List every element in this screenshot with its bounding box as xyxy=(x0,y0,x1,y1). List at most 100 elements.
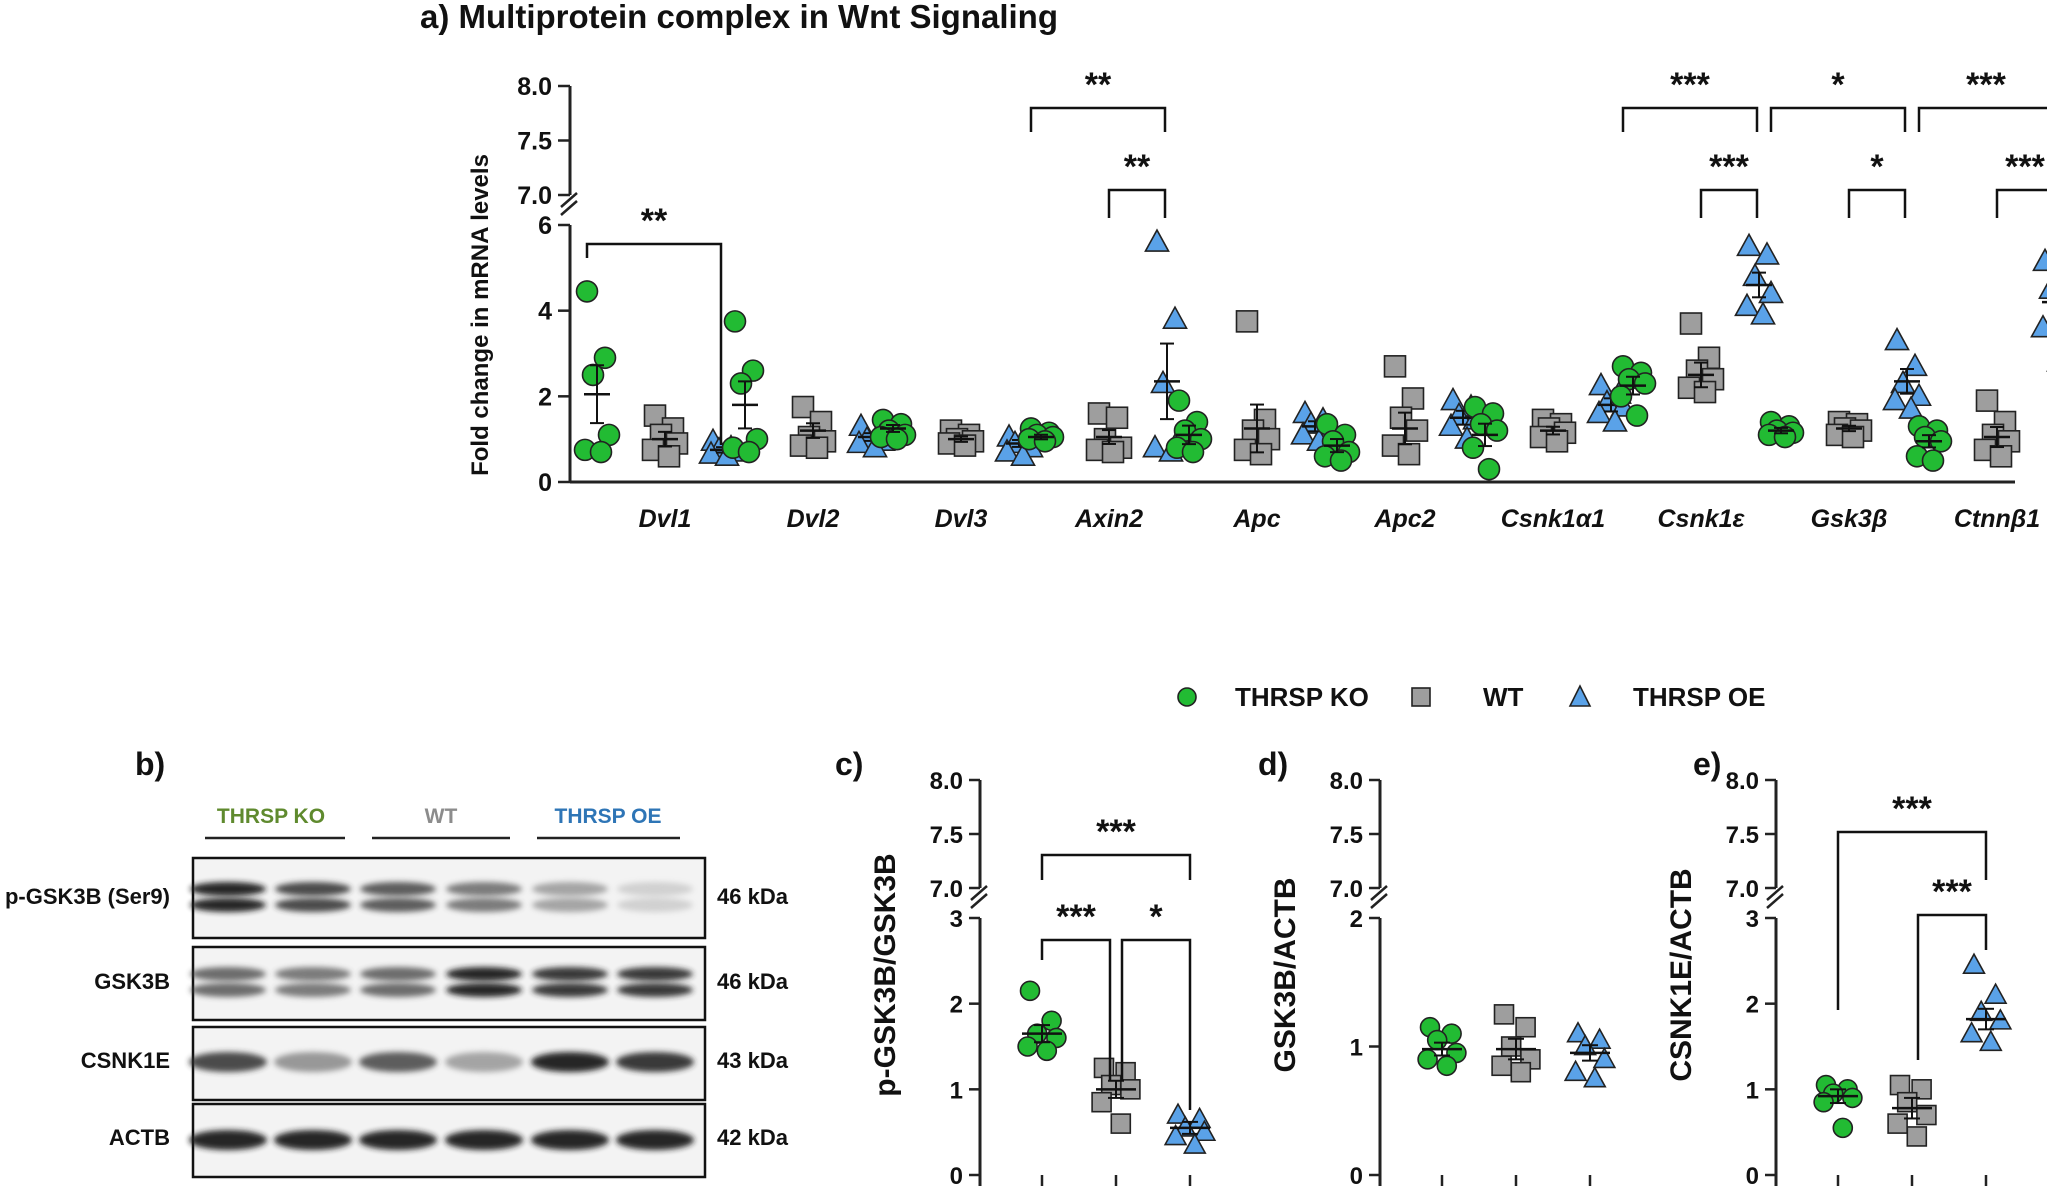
blot-bands xyxy=(190,882,693,912)
y-tick-label: 0 xyxy=(950,1163,963,1186)
y-axis-label: p-GSK3B/GSK3B xyxy=(869,853,902,1096)
blot-row: ACTB 42 kDa xyxy=(109,1102,789,1179)
data-point-circle xyxy=(1329,449,1353,472)
data-point-square xyxy=(1906,1126,1928,1147)
data-point-circle xyxy=(737,440,761,464)
blot-group-ko: THRSP KO xyxy=(217,805,325,828)
data-point-square xyxy=(1401,387,1425,410)
blot-group-oe: THRSP OE xyxy=(555,805,662,828)
legend-ko-label: THRSP KO xyxy=(1235,682,1369,712)
blot-bands xyxy=(190,967,693,997)
significance-bracket xyxy=(1769,106,1907,132)
data-point-triangle xyxy=(1736,232,1762,257)
significance-label: *** xyxy=(1966,66,2006,104)
data-point-square xyxy=(1235,310,1259,333)
category-label: Apc2 xyxy=(1373,505,1435,533)
data-point-square xyxy=(1916,1104,1937,1126)
data-point-square xyxy=(1975,389,1999,412)
blot-row-label: ACTB xyxy=(109,1125,170,1150)
significance-bracket xyxy=(1029,106,1167,132)
significance-bracket xyxy=(585,242,723,445)
significance-bracket xyxy=(1040,853,1192,880)
data-point-circle xyxy=(1921,449,1945,472)
data-point-triangle xyxy=(1959,1021,1984,1043)
significance-bracket xyxy=(1040,938,1112,1080)
data-point-square xyxy=(1679,312,1703,335)
data-point-circle xyxy=(1417,1049,1438,1070)
y-tick-label: 4 xyxy=(538,298,552,326)
blot-band xyxy=(531,1052,609,1072)
blot-band xyxy=(531,1130,609,1150)
panel-a-categories: Dvl1 Dvl2 Dvl3 Axin2 Apc Apc2 Csnk1α1 Csnk1ε Gsk… xyxy=(639,505,2041,533)
blot-band xyxy=(532,967,608,981)
category-label: Ctnnβ1 xyxy=(1954,505,2040,533)
significance-label: ** xyxy=(641,202,668,240)
significance-label: * xyxy=(1870,148,1884,186)
blot-band xyxy=(190,882,266,896)
data-point-triangle xyxy=(1163,1123,1188,1146)
significance-bracket xyxy=(1107,188,1167,218)
data-point-triangle xyxy=(1962,952,1986,974)
data-point-triangle xyxy=(1162,305,1188,329)
panel-a-points xyxy=(573,228,2047,481)
category-label: Csnk1ε xyxy=(1658,505,1746,533)
blot-row-size: 43 kDa xyxy=(717,1048,789,1073)
data-point-triangle xyxy=(1182,1132,1207,1154)
blot-band xyxy=(617,898,693,912)
y-tick-label: 1 xyxy=(950,1077,963,1104)
significance-label: ** xyxy=(1085,66,1112,104)
blot-band xyxy=(275,967,351,981)
data-point-circle xyxy=(1461,436,1485,460)
blot-band xyxy=(189,1052,267,1072)
blot-band xyxy=(275,882,351,896)
y-axis-label: CSNK1E/ACTB xyxy=(1665,868,1698,1081)
data-point-triangle xyxy=(2030,314,2047,338)
data-point-triangle xyxy=(1587,1027,1612,1049)
data-point-triangle xyxy=(2032,247,2047,272)
panel-a-significance: ******************** xyxy=(585,66,2047,445)
blot-bands xyxy=(189,1130,694,1150)
blot-row-size: 46 kDa xyxy=(717,969,789,994)
category-label: Gsk3β xyxy=(1811,505,1888,533)
blot-row-label: GSK3B xyxy=(94,969,170,994)
data-point-circle xyxy=(1436,1055,1458,1077)
data-point-square xyxy=(1989,444,2013,468)
blot-band xyxy=(532,882,608,896)
data-point-circle xyxy=(1842,1087,1863,1109)
blot-band xyxy=(190,898,266,912)
blot-band xyxy=(360,882,436,896)
significance-label: * xyxy=(1149,898,1163,936)
data-point-square xyxy=(1515,1016,1536,1038)
axis-break-mark xyxy=(1370,893,1388,909)
data-point-triangle xyxy=(1742,262,1768,287)
y-tick-label: 6 xyxy=(538,212,552,240)
data-point-triangle xyxy=(1902,352,1928,377)
y-tick-label: 7.0 xyxy=(1726,876,1759,903)
y-tick-label: 8.0 xyxy=(517,73,552,101)
y-tick-label: 7.0 xyxy=(930,876,963,903)
y-tick-label: 7.5 xyxy=(1330,822,1363,849)
blot-band xyxy=(189,1130,267,1150)
data-point-triangle xyxy=(994,438,1020,462)
data-point-triangle xyxy=(1142,433,1168,458)
legend-oe-label: THRSP OE xyxy=(1633,682,1765,712)
blot-band xyxy=(616,1130,694,1150)
data-point-square xyxy=(1101,440,1125,464)
blot-band xyxy=(532,983,608,997)
significance-bracket xyxy=(1120,938,1192,1110)
legend-wt-marker xyxy=(1411,687,1431,707)
significance-label: *** xyxy=(1056,898,1096,936)
legend-wt-label: WT xyxy=(1483,682,1524,712)
data-point-circle xyxy=(575,280,599,303)
data-point-square xyxy=(657,444,681,468)
blot-band xyxy=(445,1130,523,1150)
y-tick-label: 7.5 xyxy=(1726,822,1759,849)
data-point-square xyxy=(1105,406,1129,430)
data-point-square xyxy=(1249,442,1273,466)
y-tick-label: 0 xyxy=(1746,1163,1759,1186)
data-point-circle xyxy=(1633,372,1657,395)
blot-row: CSNK1E 43 kDa xyxy=(81,1025,789,1102)
data-point-triangle xyxy=(1978,1029,2003,1052)
data-point-square xyxy=(1493,1004,1515,1025)
